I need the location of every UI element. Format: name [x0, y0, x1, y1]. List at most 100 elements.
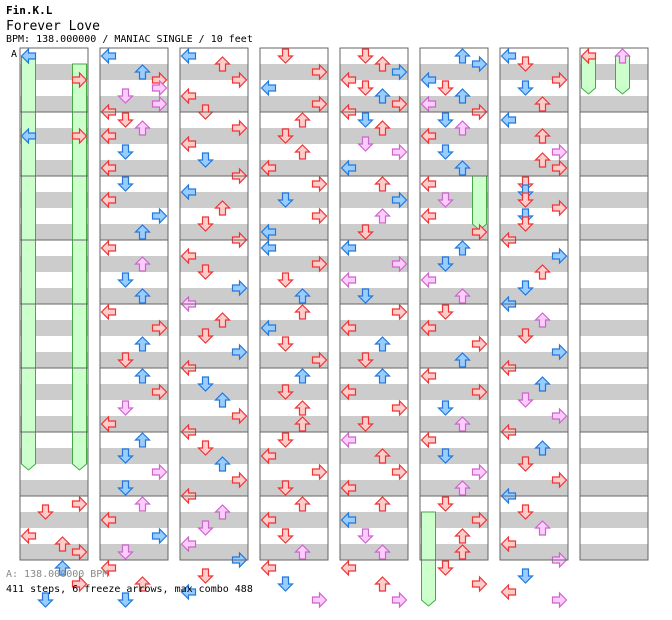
- down-arrow: [437, 192, 454, 208]
- down-arrow: [277, 384, 294, 400]
- chart-band: [260, 384, 328, 400]
- right-arrow: [391, 463, 408, 481]
- right-arrow: [391, 191, 408, 209]
- left-arrow: [100, 559, 117, 577]
- chart-band: [20, 512, 88, 528]
- chart-band: [20, 160, 88, 176]
- chart-band: [100, 256, 168, 272]
- chart-band: [340, 528, 408, 544]
- freeze-arrow: [472, 175, 487, 231]
- up-arrow: [294, 544, 311, 560]
- down-arrow: [517, 56, 534, 72]
- left-arrow: [420, 127, 437, 145]
- up-arrow: [214, 504, 231, 520]
- right-arrow: [311, 175, 328, 193]
- chart-band: [340, 160, 408, 176]
- up-arrow: [374, 56, 391, 72]
- down-arrow: [277, 336, 294, 352]
- chart-band: [340, 176, 408, 192]
- chart-band: [500, 528, 568, 544]
- right-arrow: [231, 471, 248, 489]
- up-arrow: [214, 312, 231, 328]
- chart-band: [420, 192, 488, 208]
- up-arrow: [454, 88, 471, 104]
- up-arrow: [454, 544, 471, 560]
- up-arrow: [294, 304, 311, 320]
- up-arrow: [534, 520, 551, 536]
- right-arrow: [391, 63, 408, 81]
- down-arrow: [517, 456, 534, 472]
- chart-band: [500, 96, 568, 112]
- left-arrow: [500, 47, 517, 65]
- chart-band: [20, 224, 88, 240]
- down-arrow: [197, 152, 214, 168]
- chart-band: [340, 464, 408, 480]
- chart-band: [180, 112, 248, 128]
- right-arrow: [71, 575, 88, 593]
- chart-band: [500, 176, 568, 192]
- chart-band: [260, 224, 328, 240]
- chart-stats: 411 steps, 6 freeze arrows, max combo 48…: [6, 584, 253, 595]
- right-arrow: [311, 207, 328, 225]
- chart-band: [260, 64, 328, 80]
- right-arrow: [391, 399, 408, 417]
- chart-band: [580, 128, 648, 144]
- chart-column: [179, 47, 249, 561]
- chart-band: [180, 336, 248, 352]
- down-arrow: [437, 256, 454, 272]
- chart-band: [100, 144, 168, 160]
- chart-band: [500, 416, 568, 432]
- right-arrow: [471, 511, 488, 529]
- chart-band: [500, 320, 568, 336]
- right-arrow: [391, 95, 408, 113]
- chart-band: [420, 432, 488, 448]
- up-arrow: [374, 368, 391, 384]
- chart-band: [20, 384, 88, 400]
- chart-band: [20, 480, 88, 496]
- up-arrow: [134, 432, 151, 448]
- chart-column: [499, 47, 569, 561]
- chart-band: [180, 432, 248, 448]
- left-arrow: [260, 559, 277, 577]
- right-arrow: [71, 127, 88, 145]
- down-arrow: [357, 416, 374, 432]
- chart-band: [180, 128, 248, 144]
- chart-band: [580, 352, 648, 368]
- left-arrow: [20, 47, 37, 65]
- chart-band: [20, 400, 88, 416]
- chart-band: [100, 416, 168, 432]
- left-arrow: [260, 79, 277, 97]
- chart-band: [340, 272, 408, 288]
- left-arrow: [340, 479, 357, 497]
- chart-band: [580, 496, 648, 512]
- chart-band: [260, 512, 328, 528]
- chart-band: [20, 144, 88, 160]
- chart-band: [260, 256, 328, 272]
- right-arrow: [391, 591, 408, 609]
- right-arrow: [151, 319, 168, 337]
- chart-band: [260, 448, 328, 464]
- chart-band: [420, 144, 488, 160]
- left-arrow: [180, 135, 197, 153]
- chart-band: [420, 224, 488, 240]
- chart-band: [100, 208, 168, 224]
- up-arrow: [134, 576, 151, 592]
- chart-band: [500, 368, 568, 384]
- chart-band: [260, 112, 328, 128]
- up-arrow: [134, 120, 151, 136]
- up-arrow: [534, 128, 551, 144]
- down-arrow: [197, 264, 214, 280]
- chart-band: [580, 80, 648, 96]
- down-arrow: [277, 192, 294, 208]
- right-arrow: [151, 207, 168, 225]
- down-arrow: [357, 352, 374, 368]
- down-arrow: [117, 352, 134, 368]
- up-arrow: [294, 368, 311, 384]
- down-arrow: [277, 432, 294, 448]
- left-arrow: [340, 239, 357, 257]
- up-arrow: [374, 544, 391, 560]
- chart-band: [340, 144, 408, 160]
- chart-band: [180, 288, 248, 304]
- down-arrow: [197, 376, 214, 392]
- right-arrow: [551, 407, 568, 425]
